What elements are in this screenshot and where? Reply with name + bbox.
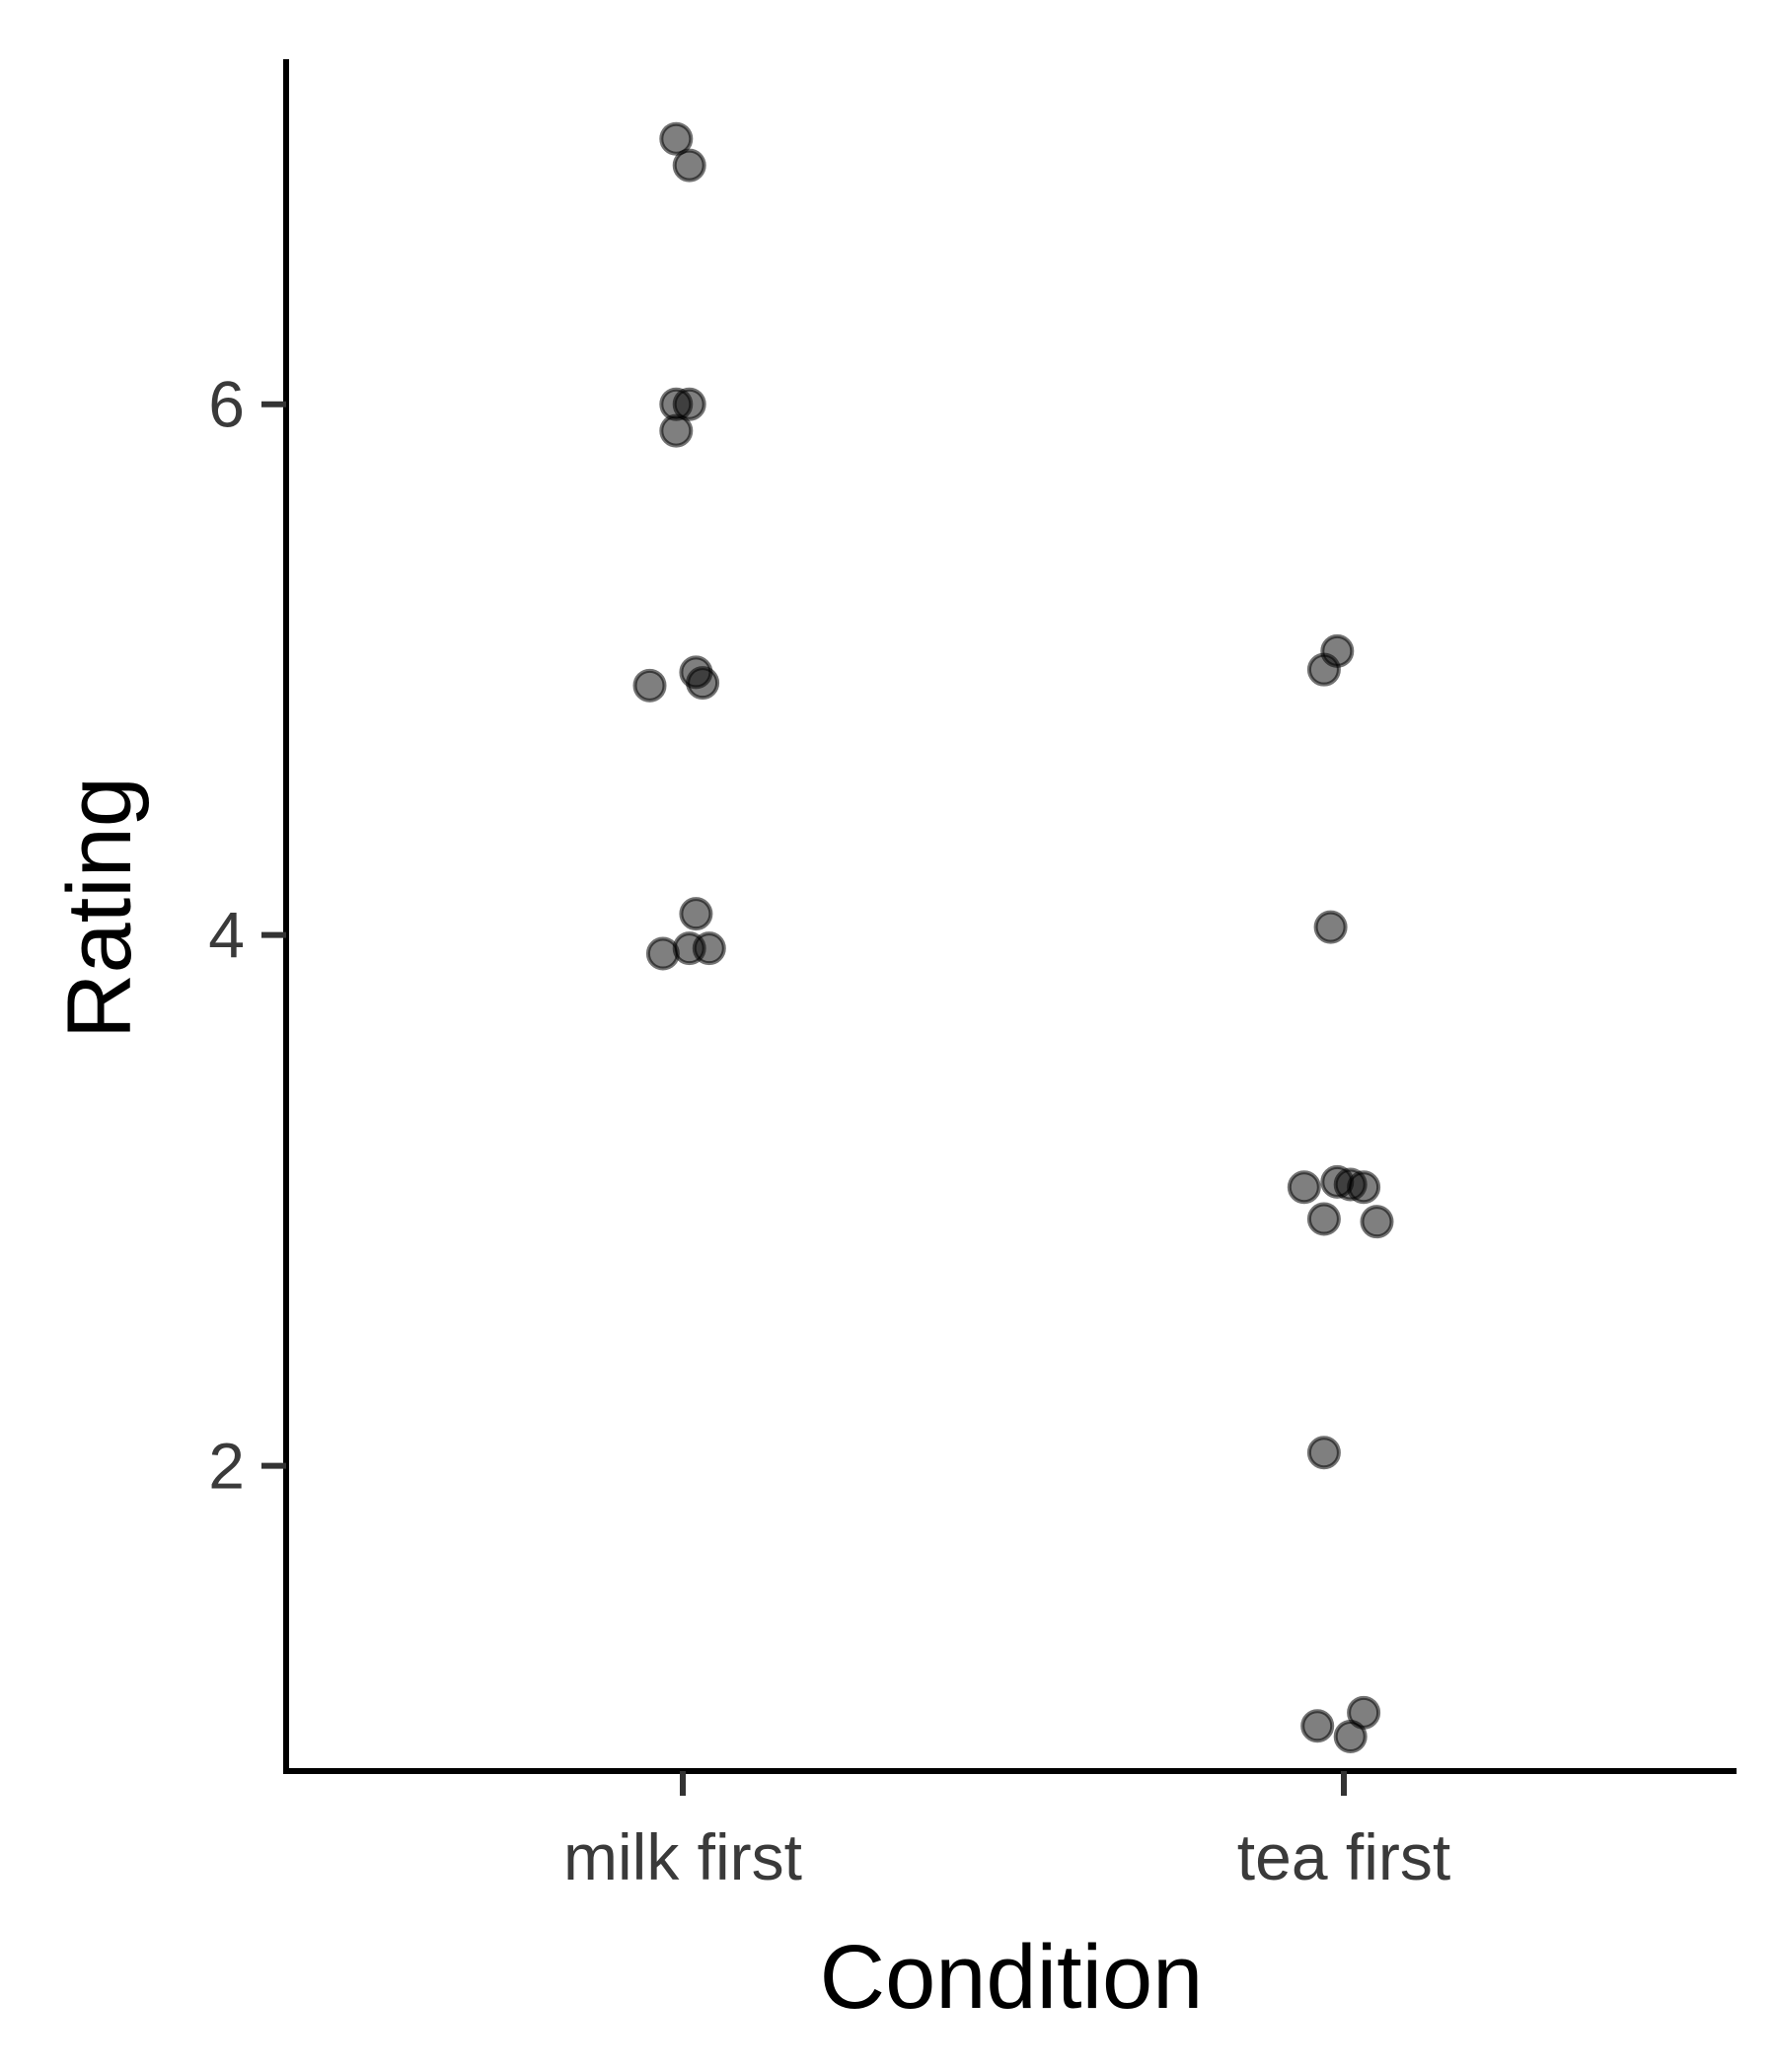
x-tick-label: tea first — [1237, 1820, 1450, 1893]
data-point — [1313, 910, 1348, 944]
data-point — [659, 121, 694, 156]
data-point — [692, 931, 726, 966]
y-axis-ticks: 2 4 6 — [208, 368, 286, 1503]
data-point — [1347, 1170, 1381, 1205]
data-point — [1306, 1202, 1341, 1236]
points-layer — [632, 121, 1394, 1754]
y-tick-label: 4 — [208, 899, 245, 972]
data-point — [686, 666, 720, 701]
data-point — [1333, 1720, 1368, 1754]
x-axis-ticks: milk first tea first — [563, 1771, 1450, 1893]
data-point — [672, 148, 706, 183]
y-tick-label: 2 — [208, 1430, 245, 1503]
data-point — [659, 413, 694, 448]
data-point — [1300, 1709, 1335, 1743]
data-point — [672, 387, 706, 421]
data-point — [1287, 1170, 1321, 1205]
data-point — [679, 897, 713, 931]
data-point — [645, 936, 680, 971]
data-point — [1306, 1436, 1341, 1470]
y-axis-title: Rating — [49, 777, 150, 1039]
x-axis-title: Condition — [820, 1927, 1204, 2028]
x-tick-label: milk first — [563, 1820, 802, 1893]
y-tick-label: 6 — [208, 368, 245, 441]
data-point — [1360, 1205, 1394, 1239]
data-point — [1306, 652, 1341, 687]
data-point — [632, 668, 667, 703]
